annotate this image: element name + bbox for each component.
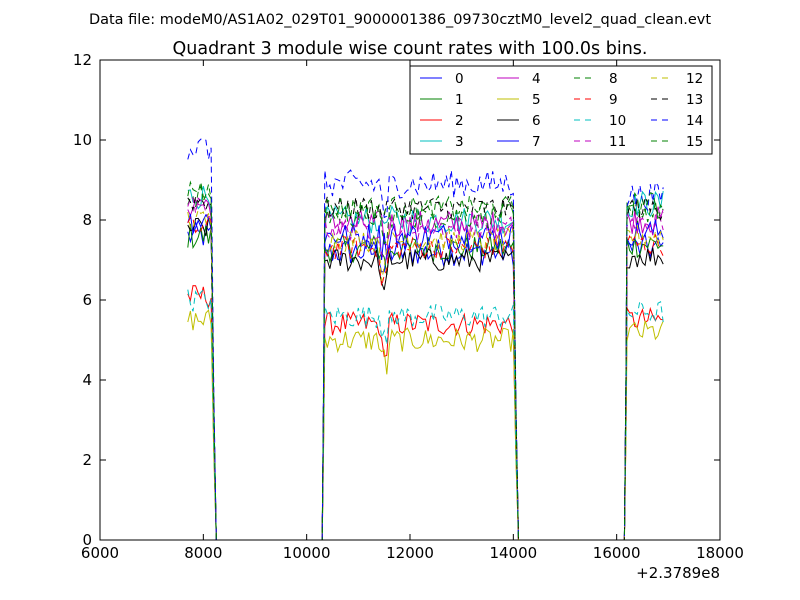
legend-label: 11 — [609, 134, 626, 150]
legend-label: 10 — [609, 113, 626, 129]
series-line-2 — [187, 285, 664, 541]
legend-label: 14 — [686, 113, 703, 129]
x-tick-label: 18000 — [696, 544, 744, 562]
suptitle: Data file: modeM0/AS1A02_029T01_90000013… — [89, 12, 711, 28]
series-line-10 — [187, 289, 664, 541]
legend-label: 15 — [686, 134, 703, 150]
legend-label: 6 — [532, 113, 541, 129]
chart-title: Quadrant 3 module wise count rates with … — [173, 39, 648, 59]
x-tick-label: 6000 — [81, 544, 119, 562]
y-tick-label: 10 — [73, 131, 92, 149]
series-line-15 — [187, 180, 664, 541]
legend-label: 3 — [455, 134, 464, 150]
y-tick-label: 8 — [82, 211, 92, 229]
x-tick-label: 12000 — [386, 544, 434, 562]
legend-label: 9 — [609, 92, 618, 108]
series-layer — [187, 138, 664, 541]
series-line-9 — [187, 215, 664, 541]
x-offset-label: +2.3789e8 — [636, 564, 720, 582]
legend-label: 5 — [532, 92, 541, 108]
legend-label: 0 — [455, 71, 464, 87]
x-tick-label: 16000 — [593, 544, 641, 562]
x-tick-label: 10000 — [283, 544, 331, 562]
series-line-7 — [187, 213, 664, 541]
legend-label: 2 — [455, 113, 464, 129]
legend-label: 1 — [455, 92, 464, 108]
y-tick-label: 0 — [82, 531, 92, 549]
y-tick-label: 4 — [82, 371, 92, 389]
series-line-6 — [187, 216, 664, 541]
series-line-11 — [187, 197, 664, 541]
series-line-3 — [187, 185, 664, 541]
series-line-13 — [187, 195, 664, 541]
legend-label: 7 — [532, 134, 541, 150]
legend-label: 13 — [686, 92, 703, 108]
legend-label: 8 — [609, 71, 618, 87]
legend-box — [409, 65, 713, 155]
series-line-1 — [187, 223, 664, 541]
series-line-0 — [187, 220, 664, 541]
x-tick-label: 14000 — [489, 544, 537, 562]
series-line-5 — [187, 309, 664, 541]
series-line-4 — [187, 198, 664, 541]
legend-label: 12 — [686, 71, 703, 87]
y-tick-label: 6 — [82, 291, 92, 309]
axis-layer: 6000 8000 10000 12000 14000 16000 180000246810… — [73, 51, 744, 562]
legend-label: 4 — [532, 71, 541, 87]
y-tick-label: 12 — [73, 51, 92, 69]
series-line-8 — [187, 184, 664, 541]
x-tick-label: 8000 — [184, 544, 222, 562]
y-tick-label: 2 — [82, 451, 92, 469]
series-line-14 — [187, 138, 664, 541]
